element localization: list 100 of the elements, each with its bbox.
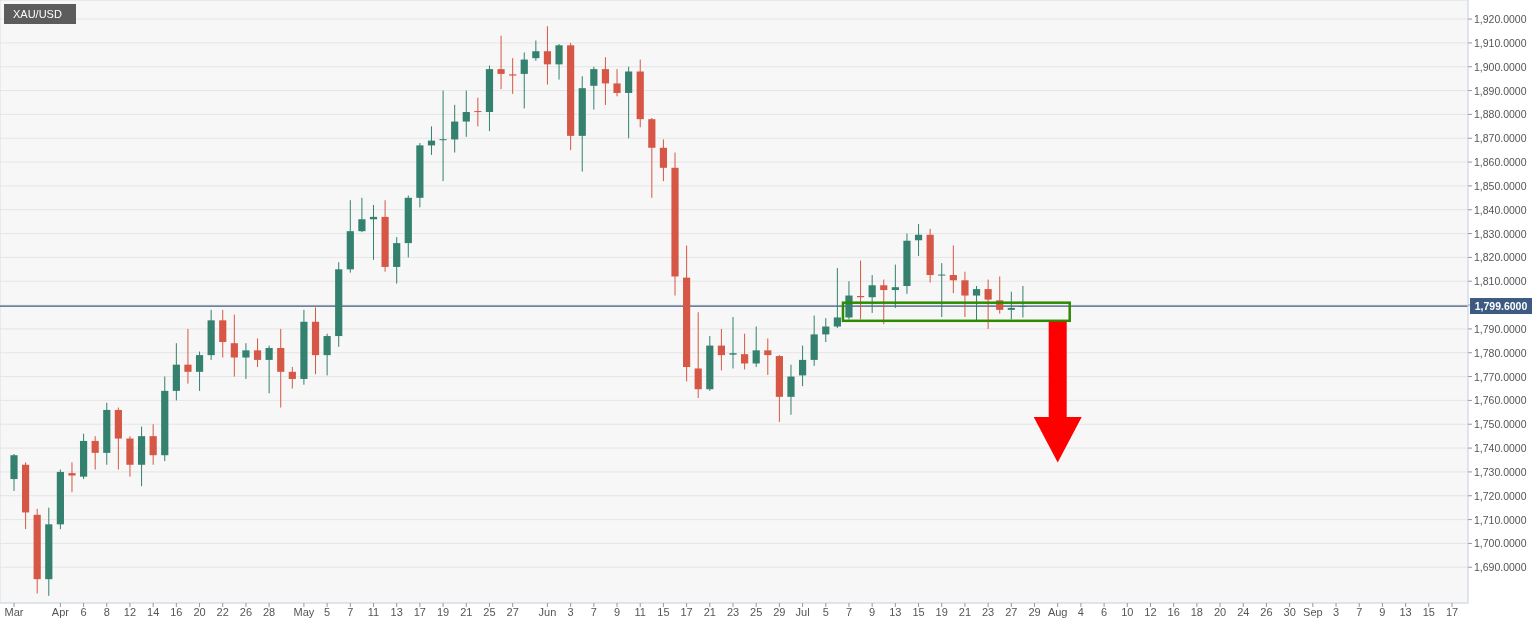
x-tick-label: Apr: [51, 606, 70, 618]
x-tick-label: 4: [1077, 606, 1084, 618]
candlestick: [253, 337, 262, 368]
x-tick-label: 13: [889, 606, 902, 618]
x-tick-label: 6: [1101, 606, 1108, 618]
y-tick-label: 1,720.0000: [1474, 489, 1527, 502]
candlestick: [68, 461, 76, 493]
candlestick: [520, 51, 528, 109]
candlestick: [509, 57, 517, 95]
x-tick-label: 25: [750, 606, 763, 618]
x-tick-label: 29: [773, 606, 786, 618]
candlestick: [543, 25, 552, 86]
x-tick-label: 27: [1005, 606, 1018, 618]
x-tick-label: 21: [460, 606, 473, 618]
candlestick: [451, 104, 459, 154]
x-tick-label: Jul: [795, 606, 810, 618]
candlestick: [219, 309, 227, 359]
candlestick: [590, 66, 598, 111]
candlestick: [659, 138, 668, 182]
y-tick-label: 1,750.0000: [1474, 418, 1527, 431]
candlestick: [764, 337, 772, 376]
x-tick-label: 13: [1399, 606, 1412, 618]
text: XAU/USD: [13, 8, 62, 20]
x-tick-label: 19: [935, 606, 948, 618]
candlestick: [358, 197, 366, 233]
candlestick: [462, 90, 470, 138]
x-tick-label: 19: [436, 606, 450, 618]
x-tick-label: 17: [1445, 606, 1459, 618]
y-tick-label: 1,770.0000: [1474, 370, 1527, 383]
x-tick-label: 27: [506, 606, 519, 618]
x-tick-label: 7: [845, 606, 853, 618]
x-tick-label: 29: [1028, 606, 1041, 618]
candlestick: [474, 97, 482, 127]
candlestick: [532, 40, 540, 62]
candlestick: [277, 328, 285, 409]
candlestick: [798, 345, 807, 387]
candlestick: [555, 43, 563, 81]
candlestick: [833, 267, 841, 329]
candlestick: [265, 345, 273, 394]
candlestick: [288, 366, 296, 389]
x-tick-label: 15: [912, 606, 925, 618]
candlestick: [195, 351, 204, 392]
x-tick-label: 10: [1121, 606, 1134, 618]
candlestick: [880, 279, 888, 325]
y-tick-label: 1,730.0000: [1474, 465, 1527, 478]
candlestick: [1019, 285, 1027, 318]
y-tick-label: 1,790.0000: [1474, 322, 1527, 335]
candlestick: [1007, 291, 1015, 320]
y-tick-label: 1,760.0000: [1474, 394, 1527, 407]
x-tick-label: 16: [170, 606, 183, 618]
candlestick: [741, 333, 749, 370]
candlestick: [149, 423, 157, 466]
x-tick-label: Jun: [538, 606, 557, 618]
x-tick-label: 17: [680, 606, 693, 618]
y-tick-label: 1,850.0000: [1474, 179, 1527, 192]
x-tick-label: Mar: [4, 606, 24, 618]
candlestick: [497, 35, 505, 90]
candlestick: [787, 364, 795, 416]
x-tick-label: 12: [1144, 606, 1157, 618]
candlestick: [972, 285, 981, 323]
candlestick: [752, 326, 760, 368]
candlestick: [891, 264, 899, 309]
y-tick-label: 1,870.0000: [1474, 132, 1527, 145]
x-tick-label: 7: [347, 606, 354, 618]
x-tick-label: 7: [590, 606, 597, 618]
y-tick-label: 1,880.0000: [1474, 108, 1527, 121]
x-tick-label: 15: [657, 606, 670, 618]
candlestick: [961, 271, 969, 318]
x-tick-label: 9: [613, 606, 621, 618]
candlestick: [439, 90, 447, 182]
x-tick-label: 11: [634, 606, 646, 618]
y-tick-label: 1,700.0000: [1474, 537, 1527, 550]
x-tick-label: 20: [193, 606, 206, 618]
y-tick-label: 1,840.0000: [1474, 203, 1527, 216]
x-tick-label: 18: [1190, 606, 1203, 618]
x-tick-label: 9: [869, 606, 876, 618]
x-tick-label: 17: [413, 606, 427, 618]
y-tick-label: 1,740.0000: [1474, 442, 1527, 455]
x-tick-label: 3: [1332, 606, 1340, 618]
candlestick: [717, 328, 725, 371]
ref-line-label: 1,799.6000: [1474, 300, 1528, 313]
x-tick-label: 24: [1237, 606, 1250, 618]
candlestick: [694, 311, 702, 399]
x-tick-label: 21: [703, 606, 716, 618]
candlestick: [184, 328, 192, 385]
y-tick-label: 1,860.0000: [1474, 156, 1527, 169]
y-tick-label: 1,910.0000: [1474, 36, 1527, 49]
candlestick: [625, 66, 633, 139]
y-tick-label: 1,900.0000: [1474, 60, 1527, 73]
x-tick-label: 26: [1260, 606, 1273, 618]
x-tick-label: Aug: [1047, 606, 1068, 618]
x-tick-label: 14: [147, 606, 160, 618]
candlestick: [938, 262, 946, 318]
x-tick-label: 20: [1213, 606, 1227, 618]
candlestick: [323, 333, 331, 376]
x-tick-label: 15: [1422, 606, 1435, 618]
y-tick-label: 1,920.0000: [1474, 13, 1527, 26]
x-tick-label: 26: [239, 606, 253, 618]
candlestick: [613, 68, 621, 97]
x-tick-label: 21: [958, 606, 972, 618]
